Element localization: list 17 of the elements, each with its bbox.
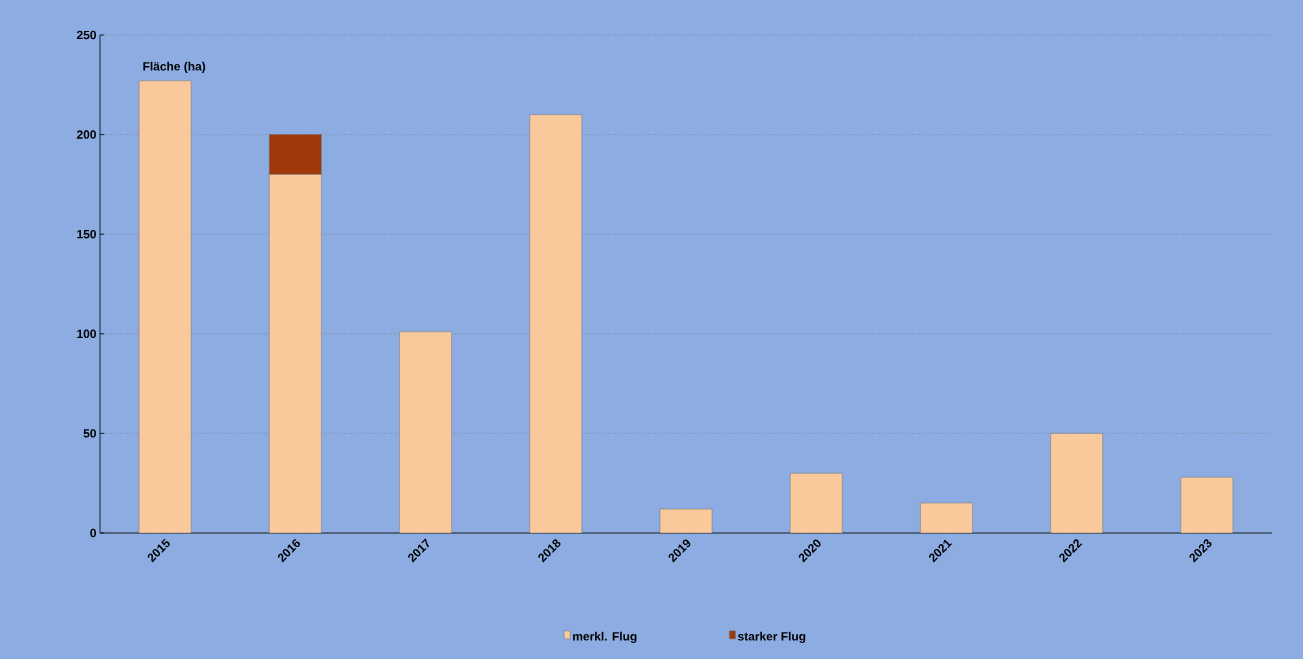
- y-tick-label: 50: [83, 429, 96, 438]
- bar: [1180, 477, 1234, 534]
- y-tick-label: 150: [77, 229, 96, 239]
- bar: [1050, 433, 1103, 534]
- bar: [659, 508, 713, 534]
- bar: [920, 502, 973, 534]
- bar: [138, 80, 192, 534]
- legend-label: starker Flug: [738, 631, 806, 643]
- y-tick-label: 250: [76, 30, 96, 40]
- y-tick-label: 0: [90, 528, 96, 538]
- bar: [399, 331, 452, 534]
- bar: [790, 473, 843, 534]
- bar: [529, 114, 582, 534]
- y-tick-label: 200: [76, 130, 96, 139]
- y-tick-label: 100: [77, 329, 96, 339]
- legend-label: merkl. Flug: [573, 631, 637, 643]
- y-axis-title: Fläche (ha): [143, 61, 206, 73]
